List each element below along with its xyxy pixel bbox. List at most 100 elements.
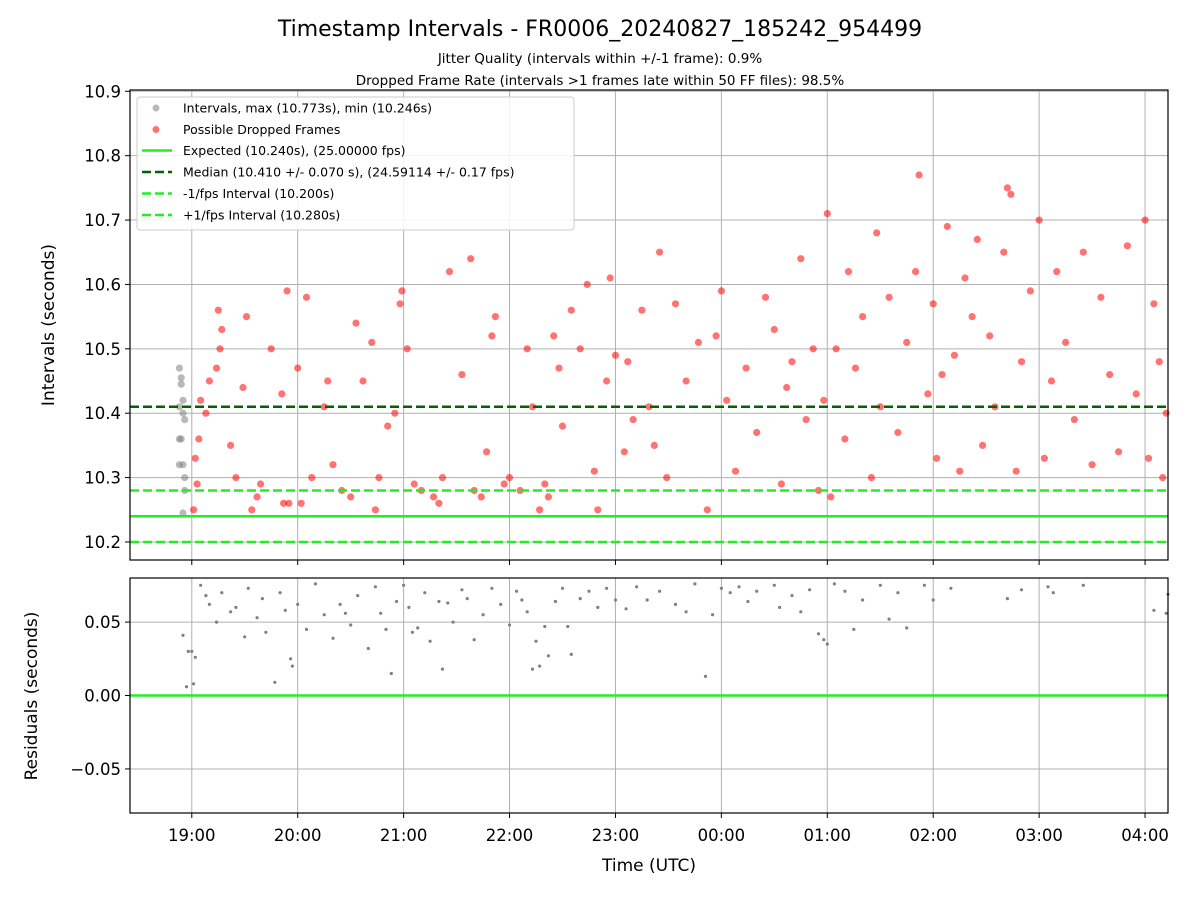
intervals-y-tick-label: 10.7 bbox=[84, 211, 121, 230]
residual-point bbox=[186, 649, 190, 654]
dropped-frame-point bbox=[445, 268, 454, 276]
dropped-frame-point bbox=[943, 222, 951, 231]
dropped-frame-point bbox=[253, 493, 261, 501]
dropped-frame-point bbox=[294, 364, 302, 372]
chart-subtitle-jitter: Jitter Quality (intervals within +/-1 fr… bbox=[437, 51, 763, 67]
dropped-frame-point bbox=[567, 306, 575, 314]
dropped-frame-point bbox=[671, 300, 680, 308]
dropped-frame-point bbox=[832, 345, 840, 353]
intervals-x-ticks bbox=[191, 560, 1146, 565]
dropped-frame-point bbox=[1123, 242, 1131, 250]
residual-point bbox=[543, 624, 547, 629]
legend-marker-intervals bbox=[152, 104, 160, 112]
legend-label-expected: Expected (10.240s), (25.00000 fps) bbox=[183, 143, 405, 158]
legend-box bbox=[136, 96, 575, 231]
dropped-frame-point bbox=[302, 293, 311, 301]
residual-point bbox=[1046, 585, 1050, 589]
dropped-frame-point bbox=[483, 448, 491, 456]
dropped-frame-point bbox=[193, 480, 201, 488]
dropped-frame-point bbox=[458, 371, 466, 379]
dropped-frame-point bbox=[873, 229, 881, 237]
residual-point bbox=[349, 623, 353, 627]
residual-point bbox=[587, 589, 591, 593]
dropped-frame-point bbox=[1000, 248, 1008, 256]
dropped-frame-point bbox=[558, 422, 567, 430]
dropped-frame-point bbox=[1047, 377, 1056, 385]
residual-point bbox=[578, 597, 582, 601]
intervals-y-tick-label: 10.6 bbox=[84, 275, 121, 294]
dropped-frame-point bbox=[663, 474, 671, 482]
dropped-frame-point bbox=[703, 506, 711, 514]
dropped-frame-point bbox=[903, 338, 911, 346]
x-tick-label: 00:00 bbox=[698, 826, 746, 845]
dropped-frame-point bbox=[216, 345, 224, 353]
residual-point bbox=[645, 598, 649, 602]
dropped-frame-point bbox=[823, 210, 831, 218]
dropped-frame-point bbox=[352, 319, 360, 327]
residual-point bbox=[905, 626, 909, 630]
residual-point bbox=[746, 599, 750, 604]
residual-point bbox=[1152, 608, 1156, 612]
interval-point bbox=[179, 509, 187, 517]
dropped-frame-point bbox=[257, 480, 265, 488]
legend-label-intervals: Intervals, max (10.773s), min (10.246s) bbox=[183, 101, 432, 116]
residual-point bbox=[1164, 611, 1168, 615]
dropped-frame-point bbox=[933, 454, 941, 462]
dropped-frame-point bbox=[761, 293, 770, 301]
residual-point bbox=[402, 583, 406, 587]
dropped-frame-point bbox=[242, 313, 251, 321]
x-tick-label: 23:00 bbox=[592, 826, 640, 845]
dropped-frame-point bbox=[297, 499, 305, 507]
dropped-frame-point bbox=[682, 377, 690, 385]
residual-point bbox=[843, 589, 847, 593]
dropped-frame-point bbox=[329, 461, 337, 469]
residual-point bbox=[338, 602, 342, 607]
intervals-y-ticks: 10.2 10.3 10.4 10.5 10.6 10.7 10.8 10.9 bbox=[84, 82, 130, 552]
dropped-frame-point bbox=[467, 255, 475, 263]
residual-point bbox=[1019, 588, 1024, 592]
residual-point bbox=[546, 654, 551, 658]
residual-point bbox=[184, 685, 189, 689]
residual-point bbox=[538, 664, 542, 668]
dropped-frame-point bbox=[1088, 461, 1096, 469]
residual-point bbox=[605, 586, 609, 590]
residual-point bbox=[1005, 597, 1010, 601]
residual-point bbox=[373, 585, 377, 589]
residual-point bbox=[799, 610, 803, 614]
dropped-frame-point bbox=[227, 441, 235, 449]
residual-point bbox=[407, 605, 411, 610]
interval-point bbox=[179, 396, 187, 404]
dropped-frame-point bbox=[950, 351, 959, 359]
residual-point bbox=[290, 664, 294, 668]
dropped-frame-point bbox=[190, 506, 198, 514]
legend-marker-dropped-frames bbox=[152, 126, 160, 133]
residual-point bbox=[289, 657, 293, 661]
residual-point bbox=[331, 636, 335, 640]
interval-point bbox=[177, 374, 185, 382]
dropped-frame-point bbox=[645, 403, 653, 411]
dropped-frame-point bbox=[1079, 248, 1087, 256]
residual-point bbox=[192, 682, 196, 686]
residuals-y-tick-label: 0.00 bbox=[84, 687, 121, 706]
dropped-frame-point bbox=[368, 338, 376, 346]
residual-point bbox=[711, 613, 715, 617]
residual-point bbox=[389, 671, 393, 676]
residual-point bbox=[234, 605, 238, 610]
residual-point bbox=[229, 610, 233, 614]
dropped-frame-point bbox=[1145, 454, 1153, 462]
intervals-y-tick-label: 10.3 bbox=[84, 469, 121, 488]
residual-point bbox=[613, 598, 618, 602]
intervals-y-axis-label: Intervals (seconds) bbox=[39, 244, 59, 406]
dropped-frame-point bbox=[505, 474, 514, 482]
dropped-frame-point bbox=[968, 313, 976, 321]
residual-point bbox=[719, 586, 724, 590]
residual-point bbox=[465, 597, 469, 601]
dropped-frame-point bbox=[320, 403, 328, 411]
residual-point bbox=[553, 599, 558, 604]
dropped-frame-point bbox=[324, 377, 332, 385]
intervals-y-tick-label: 10.5 bbox=[84, 340, 121, 359]
residual-point bbox=[693, 582, 697, 586]
dropped-frame-point bbox=[797, 255, 805, 263]
residual-point bbox=[737, 585, 741, 589]
dropped-frame-point bbox=[885, 293, 893, 301]
